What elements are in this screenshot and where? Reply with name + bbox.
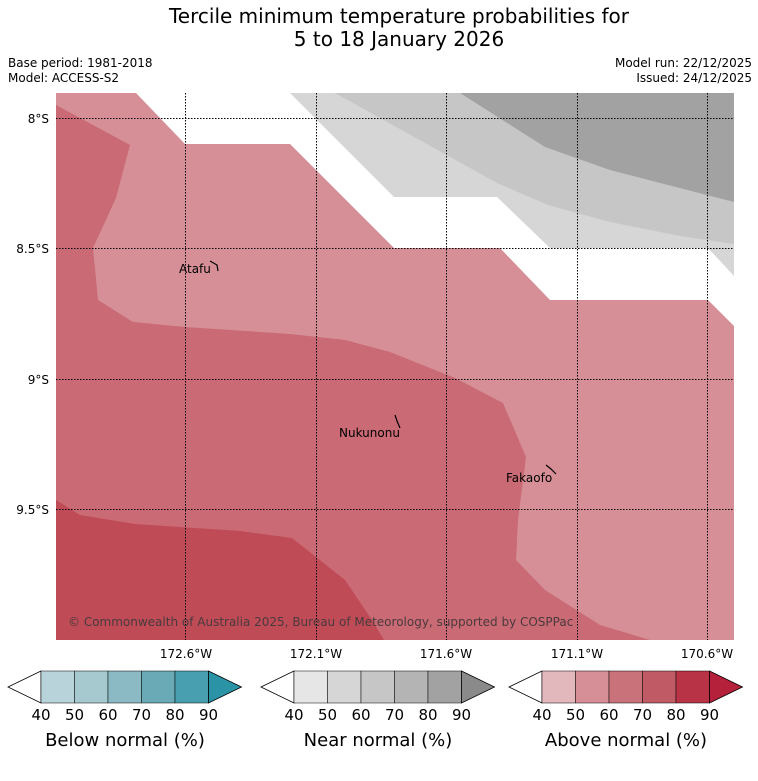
colorbar-tick-label: 40: [284, 706, 303, 724]
colorbar-segment: [360, 670, 395, 704]
colorbar-segment: [427, 670, 462, 704]
islands: [209, 260, 557, 475]
colorbar-segment: [141, 670, 176, 704]
colorbar-tick-label: 90: [452, 706, 471, 724]
colorbar-tick-label: 60: [98, 706, 117, 724]
colorbar-max-arrow: [208, 670, 243, 704]
colorbar-tick-label: 40: [31, 706, 50, 724]
region-above-70: [56, 500, 384, 640]
legend-title-near: Near normal (%): [303, 730, 453, 751]
colorbar-above: 40 50 60 70 80 90: [508, 670, 744, 724]
map-regions: [56, 93, 734, 640]
lat-label: 9°S: [28, 373, 49, 387]
map-title: Tercile minimum temperature probabilitie…: [0, 5, 758, 51]
lon-label: 171.1°W: [551, 647, 603, 661]
colorbar-tick-label: 90: [700, 706, 719, 724]
lat-label: 8°S: [28, 112, 49, 126]
title-line-1: Tercile minimum temperature probabilitie…: [168, 4, 630, 28]
colorbar-segment: [642, 670, 677, 704]
colorbar-segment: [541, 670, 576, 704]
colorbar-min-arrow: [7, 670, 42, 704]
place-label-nukunonu: Nukunonu: [339, 426, 400, 440]
atafu-island: [209, 260, 219, 272]
place-label-atafu: Atafu: [179, 262, 211, 276]
colorbar-segment: [675, 670, 710, 704]
graticule: [56, 93, 734, 640]
lon-label: 170.6°W: [681, 647, 733, 661]
colorbar-tick-label: 60: [351, 706, 370, 724]
colorbar-tick-label: 80: [666, 706, 685, 724]
colorbar-max-arrow: [709, 670, 744, 704]
colorbar-segment: [40, 670, 75, 704]
colorbar-segment: [327, 670, 362, 704]
colorbar-below: 40 50 60 70 80 90: [7, 670, 243, 724]
colorbar-tick-label: 70: [633, 706, 652, 724]
colorbar-tick-label: 70: [132, 706, 151, 724]
colorbar-segment: [608, 670, 643, 704]
colorbar-tick-label: 50: [566, 706, 585, 724]
copyright-notice: © Commonwealth of Australia 2025, Bureau…: [68, 615, 573, 629]
nukunonu-island: [394, 414, 401, 429]
lon-label: 172.1°W: [290, 647, 342, 661]
colorbar-segment: [174, 670, 209, 704]
colorbar-tick-label: 80: [418, 706, 437, 724]
legends: 40 50 60 70 80 90 40 50 60 70 80 90 40 50 60 70 80 90: [7, 670, 744, 724]
model-info: Base period: 1981-2018 Model: ACCESS-S2: [8, 56, 153, 86]
colorbar-segment: [575, 670, 610, 704]
longitude-labels: 172.6°W 172.1°W 171.6°W 171.1°W 170.6°W: [160, 647, 733, 661]
colorbar-tick-label: 80: [165, 706, 184, 724]
colorbar-min-arrow: [260, 670, 295, 704]
fakaofo-island: [545, 464, 557, 475]
lon-label: 171.6°W: [420, 647, 472, 661]
colorbar-tick-label: 50: [318, 706, 337, 724]
issued-date: Issued: 24/12/2025: [636, 71, 752, 85]
colorbar-near: 40 50 60 70 80 90: [260, 670, 496, 724]
latitude-labels: 8°S 8.5°S 9°S 9.5°S: [16, 112, 49, 517]
colorbar-segment: [394, 670, 429, 704]
title-line-2: 5 to 18 January 2026: [293, 27, 505, 51]
region-near-80: [460, 93, 734, 202]
colorbar-tick-label: 60: [599, 706, 618, 724]
colorbar-segment: [107, 670, 142, 704]
colorbar-segment: [293, 670, 328, 704]
colorbar-tick-label: 50: [65, 706, 84, 724]
colorbar-tick-label: 70: [385, 706, 404, 724]
run-info: Model run: 22/12/2025 Issued: 24/12/2025: [615, 56, 752, 86]
base-period: Base period: 1981-2018: [8, 56, 153, 70]
lat-label: 9.5°S: [16, 503, 49, 517]
colorbar-tick-label: 40: [532, 706, 551, 724]
colorbar-max-arrow: [461, 670, 496, 704]
lat-label: 8.5°S: [16, 242, 49, 256]
colorbar-min-arrow: [508, 670, 543, 704]
place-label-fakaofo: Fakaofo: [506, 471, 552, 485]
legend-title-above: Above normal (%): [544, 730, 708, 751]
model-run: Model run: 22/12/2025: [614, 56, 752, 70]
colorbar-tick-label: 90: [199, 706, 218, 724]
colorbar-segment: [74, 670, 109, 704]
lon-label: 172.6°W: [160, 647, 212, 661]
legend-title-below: Below normal (%): [45, 730, 205, 751]
model-name: Model: ACCESS-S2: [8, 71, 120, 85]
